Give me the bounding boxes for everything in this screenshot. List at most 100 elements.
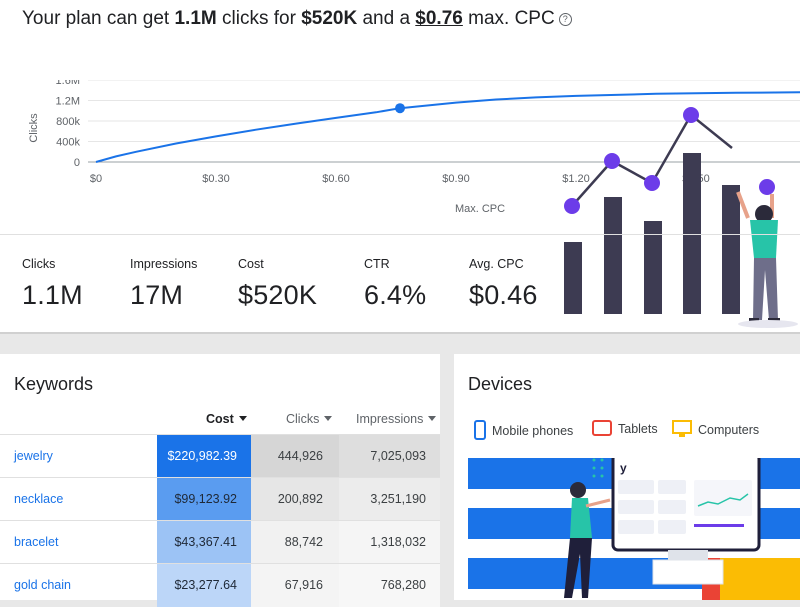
illustration-bar	[564, 242, 582, 314]
illustration-dot	[759, 179, 775, 195]
illustration-bar	[722, 185, 740, 314]
x-tick-label: $0	[90, 173, 102, 185]
headline-prefix: Your plan can get	[22, 8, 175, 29]
table-row: necklace $99,123.92 200,892 3,251,190	[0, 477, 440, 521]
metric-value: 17M	[130, 280, 184, 310]
computers-segment	[720, 558, 800, 600]
chart-gridlines	[88, 80, 800, 163]
analytics-illustration	[564, 107, 798, 328]
question-circle-icon[interactable]: ?	[558, 13, 572, 26]
impressions-cell: 1,318,032	[339, 521, 440, 564]
metric-ctr: CTR 6.4%	[364, 257, 426, 311]
legend-item-mobile[interactable]: Mobile phones	[474, 420, 573, 443]
tablet-icon	[592, 420, 612, 439]
illustration-trend-line	[571, 113, 733, 207]
dashboard-illustration: y	[564, 458, 761, 598]
clicks-cell: 200,892	[251, 478, 339, 521]
illustration-dot	[644, 175, 660, 191]
keyword-link[interactable]: necklace	[14, 492, 64, 506]
y-tick-label: 800k	[56, 116, 80, 128]
illustration-bar	[604, 197, 622, 314]
y-tick-label: 1.6M	[56, 80, 80, 87]
legend-label: Mobile phones	[492, 423, 574, 438]
metric-value: $0.46	[469, 280, 538, 310]
impressions-cell: 3,251,190	[339, 478, 440, 521]
column-header-clicks[interactable]: Clicks	[286, 412, 333, 426]
column-header-cost[interactable]: Cost	[206, 412, 247, 426]
impressions-cell: 7,025,093	[339, 435, 440, 478]
illustration-dot	[683, 107, 699, 123]
keywords-title: Keywords	[14, 374, 94, 394]
metric-label: Cost	[238, 257, 264, 271]
svg-text:y: y	[620, 461, 627, 475]
x-tick-label: $1.20	[562, 173, 590, 185]
sort-desc-icon	[238, 416, 247, 421]
x-tick-label: $0.60	[322, 173, 350, 185]
selected-cpc-point[interactable]	[395, 103, 405, 114]
keyword-link[interactable]: bracelet	[14, 535, 59, 549]
column-header-label: Impressions	[356, 412, 424, 426]
legend-label: Tablets	[618, 421, 658, 436]
clicks-forecast-chart: 0 400k 800k 1.2M 1.6M $0 $0.30 $0.60 $0.90 $1.20…	[28, 80, 800, 215]
cost-cell: $220,982.39	[157, 435, 251, 478]
metric-label: Impressions	[130, 257, 198, 271]
sort-desc-icon	[324, 416, 333, 421]
clicks-cell: 444,926	[251, 435, 339, 478]
keyword-link[interactable]: gold chain	[14, 578, 71, 592]
column-header-label: Cost	[206, 412, 234, 426]
computer-icon	[672, 420, 692, 441]
column-header-label: Clicks	[286, 412, 320, 426]
headline-text: clicks for	[216, 8, 302, 29]
metric-value: $520K	[238, 280, 318, 310]
legend-item-computers[interactable]: Computers	[672, 420, 759, 441]
impressions-cell: 768,280	[339, 564, 440, 607]
illustration-dot	[604, 153, 620, 169]
column-header-impressions[interactable]: Impressions	[356, 412, 437, 426]
table-row: bracelet $43,367.41 88,742 1,318,032	[0, 520, 440, 564]
x-tick-label: $0.30	[202, 173, 230, 185]
headline-text: and a	[357, 8, 416, 29]
metric-value: 1.1M	[22, 280, 83, 310]
illustration-bar	[644, 221, 662, 314]
headline-cost-value: $520K	[301, 8, 358, 29]
clicks-cell: 67,916	[251, 564, 339, 607]
table-row: jewelry $220,982.39 444,926 7,025,093	[0, 434, 440, 478]
cost-cell: $43,367.41	[157, 521, 251, 564]
person-illustration	[736, 191, 798, 328]
metric-label: Avg. CPC	[469, 257, 524, 271]
y-tick-label: 1.2M	[56, 96, 80, 108]
metric-value: 6.4%	[364, 280, 427, 310]
x-tick-label: $0.90	[442, 173, 470, 185]
keyword-link[interactable]: jewelry	[14, 449, 53, 463]
metrics-row: Clicks 1.1M Impressions 17M Cost $520K CTR 6…	[0, 234, 800, 332]
illustration-bar	[683, 153, 701, 314]
legend-item-tablets[interactable]: Tablets	[592, 420, 658, 439]
clicks-cell: 88,742	[251, 521, 339, 564]
keywords-table-header: Cost Clicks Impressions	[0, 404, 440, 434]
illustration-dot	[564, 198, 580, 214]
devices-title: Devices	[468, 374, 533, 394]
y-axis-ticks: 0 400k 800k 1.2M 1.6M	[56, 80, 81, 169]
headline-clicks-value: 1.1M	[174, 8, 217, 29]
headline-suffix: max. CPC	[462, 8, 555, 29]
x-axis-label: Max. CPC	[455, 203, 505, 215]
mobile-phone-icon	[474, 420, 486, 443]
metric-impressions: Impressions 17M	[130, 257, 197, 311]
metric-label: CTR	[364, 257, 390, 271]
legend-label: Computers	[698, 422, 760, 437]
metric-avg-cpc: Avg. CPC $0.46	[469, 257, 538, 311]
metric-clicks: Clicks 1.1M	[22, 257, 83, 311]
plan-headline: Your plan can get 1.1M clicks for $520K …	[22, 8, 572, 30]
cost-cell: $23,277.64	[157, 564, 251, 607]
y-tick-label: 400k	[56, 137, 80, 149]
y-axis-label: Clicks	[28, 113, 40, 143]
metric-label: Clicks	[22, 257, 56, 271]
max-cpc-link[interactable]: $0.76	[415, 8, 463, 29]
plan-forecast-card: Your plan can get 1.1M clicks for $520K …	[0, 0, 800, 334]
devices-breakdown-chart: y	[468, 458, 800, 600]
devices-legend: Mobile phones Tablets Computers	[470, 420, 800, 444]
table-row: gold chain $23,277.64 67,916 768,280	[0, 563, 440, 607]
cost-cell: $99,123.92	[157, 478, 251, 521]
sort-desc-icon	[428, 416, 437, 421]
clicks-series-line	[95, 91, 800, 163]
